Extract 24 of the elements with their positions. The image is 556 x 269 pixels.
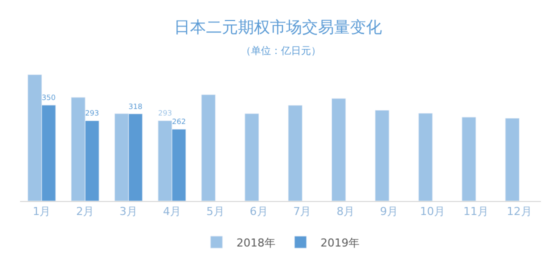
bar [331,98,346,201]
x-tick-label: 12月 [506,205,532,218]
x-tick-label: 10月 [420,205,445,218]
x-tick-label: 1月 [32,205,51,218]
x-tick-label: 9月 [380,205,398,218]
legend-label: 2019年 [320,236,360,250]
x-tick-label: 11月 [463,205,488,218]
bar [418,113,433,201]
legend-label: 2018年 [236,236,276,250]
bar [288,105,302,201]
bar [374,110,390,201]
bar [462,116,476,201]
chart-subtitle: （单位：亿日元） [241,45,321,57]
bar [244,113,260,201]
x-tick-label: 4月 [162,205,181,218]
bar [505,118,520,201]
x-tick-label: 7月 [293,205,312,218]
x-tick-label: 2月 [76,205,94,218]
bar [201,94,216,201]
x-tick-label: 3月 [120,205,138,218]
x-tick-label: 8月 [336,205,355,218]
x-tick-label: 5月 [206,205,224,218]
x-tick-label: 6月 [250,205,268,218]
chart-title: 日本二元期权市场交易量变化 [174,18,382,37]
